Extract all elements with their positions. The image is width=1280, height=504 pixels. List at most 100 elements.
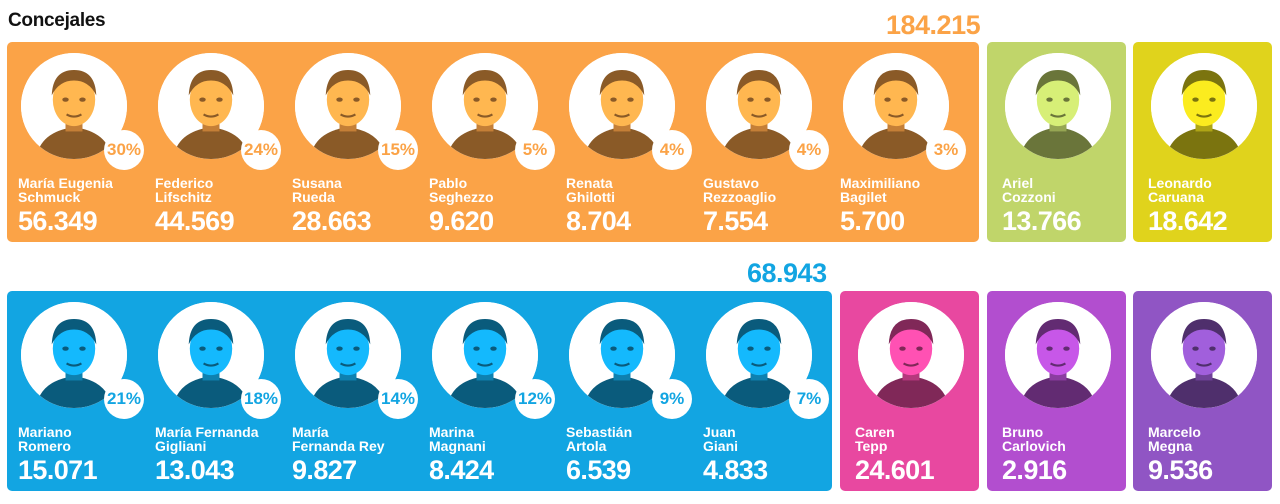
candidate-card-ghilotti: 4% Renata Ghilotti 8.704 bbox=[556, 42, 692, 242]
candidate-photo bbox=[432, 53, 538, 159]
candidate-name: Bruno Carlovich bbox=[1002, 425, 1132, 453]
vote-count: 5.700 bbox=[840, 206, 905, 236]
candidate-card-magnani: 12% Marina Magnani 8.424 bbox=[419, 291, 555, 491]
candidate-card-carlovich: Bruno Carlovich 2.916 bbox=[992, 291, 1122, 491]
candidate-name: Marcelo Megna bbox=[1148, 425, 1278, 453]
blue-group-panel bbox=[7, 291, 832, 491]
blue-group-total: 68.943 bbox=[747, 258, 827, 288]
candidate-name: Mariano Romero bbox=[18, 425, 148, 453]
orange-group-total: 184.215 bbox=[886, 10, 981, 40]
name-line-1: Maximiliano bbox=[840, 175, 921, 191]
vote-count: 18.642 bbox=[1148, 206, 1228, 236]
vote-count: 15.071 bbox=[18, 455, 98, 485]
name-line-1: María bbox=[292, 424, 329, 440]
candidate-name: Ariel Cozzoni bbox=[1002, 176, 1132, 204]
vote-count: 56.349 bbox=[18, 206, 98, 236]
name-line-2: Giani bbox=[703, 438, 739, 454]
vote-count: 28.663 bbox=[292, 206, 372, 236]
percentage-badge: 15% bbox=[378, 130, 418, 170]
candidate-photo bbox=[706, 302, 812, 408]
name-line-1: Juan bbox=[703, 424, 736, 440]
candidate-name: Maximiliano Bagilet bbox=[840, 176, 970, 204]
name-line-1: Marcelo bbox=[1148, 424, 1201, 440]
candidate-name: Sebastián Artola bbox=[566, 425, 696, 453]
candidate-name: María Fernanda Gigliani bbox=[155, 425, 285, 453]
candidate-photo bbox=[21, 302, 127, 408]
name-line-1: Sebastián bbox=[566, 424, 633, 440]
candidate-photo bbox=[1151, 302, 1257, 408]
candidate-card-bagilet: 3% Maximiliano Bagilet 5.700 bbox=[830, 42, 966, 242]
name-line-1: Federico bbox=[155, 175, 214, 191]
percentage-badge: 21% bbox=[104, 379, 144, 419]
candidate-card-romero: 21% Mariano Romero 15.071 bbox=[8, 291, 144, 491]
name-line-2: Seghezzo bbox=[429, 189, 494, 205]
candidate-photo bbox=[569, 302, 675, 408]
candidate-name: Marina Magnani bbox=[429, 425, 559, 453]
vote-count: 9.620 bbox=[429, 206, 494, 236]
percentage-badge: 14% bbox=[378, 379, 418, 419]
candidate-photo bbox=[1005, 302, 1111, 408]
candidate-name: Gustavo Rezzoaglio bbox=[703, 176, 833, 204]
vote-count: 13.766 bbox=[1002, 206, 1082, 236]
candidate-photo bbox=[706, 53, 812, 159]
name-line-2: Ghilotti bbox=[566, 189, 615, 205]
candidate-card-megna: Marcelo Megna 9.536 bbox=[1138, 291, 1268, 491]
candidate-name: Juan Giani bbox=[703, 425, 833, 453]
vote-count: 7.554 bbox=[703, 206, 768, 236]
name-line-1: Renata bbox=[566, 175, 613, 191]
vote-count: 9.827 bbox=[292, 455, 357, 485]
name-line-2: Gigliani bbox=[155, 438, 207, 454]
name-line-1: Caren bbox=[855, 424, 895, 440]
name-line-1: Ariel bbox=[1002, 175, 1034, 191]
candidate-photo bbox=[295, 53, 401, 159]
name-line-2: Lifschitz bbox=[155, 189, 212, 205]
name-line-2: Schmuck bbox=[18, 189, 81, 205]
vote-count: 8.704 bbox=[566, 206, 631, 236]
candidate-card-gigliani: 18% María Fernanda Gigliani 13.043 bbox=[145, 291, 281, 491]
name-line-1: Pablo bbox=[429, 175, 468, 191]
candidate-card-giani: 7% Juan Giani 4.833 bbox=[693, 291, 829, 491]
percentage-badge: 7% bbox=[789, 379, 829, 419]
candidate-card-cozzoni: Ariel Cozzoni 13.766 bbox=[992, 42, 1122, 242]
percentage-badge: 12% bbox=[515, 379, 555, 419]
candidate-photo bbox=[158, 53, 264, 159]
name-line-2: Romero bbox=[18, 438, 71, 454]
vote-count: 24.601 bbox=[855, 455, 935, 485]
candidate-name: Leonardo Caruana bbox=[1148, 176, 1278, 204]
vote-count: 9.536 bbox=[1148, 455, 1213, 485]
candidate-name: Federico Lifschitz bbox=[155, 176, 285, 204]
name-line-1: Mariano bbox=[18, 424, 72, 440]
percentage-badge: 4% bbox=[652, 130, 692, 170]
percentage-badge: 9% bbox=[652, 379, 692, 419]
percentage-badge: 24% bbox=[241, 130, 281, 170]
percentage-badge: 18% bbox=[241, 379, 281, 419]
candidate-card-schmuck: 30% María Eugenia Schmuck 56.349 bbox=[8, 42, 144, 242]
percentage-badge: 30% bbox=[104, 130, 144, 170]
name-line-1: Susana bbox=[292, 175, 342, 191]
candidate-photo bbox=[21, 53, 127, 159]
candidate-photo bbox=[1005, 53, 1111, 159]
candidate-photo bbox=[158, 302, 264, 408]
percentage-badge: 4% bbox=[789, 130, 829, 170]
candidate-card-artola: 9% Sebastián Artola 6.539 bbox=[556, 291, 692, 491]
vote-count: 8.424 bbox=[429, 455, 494, 485]
candidate-photo bbox=[843, 53, 949, 159]
name-line-2: Caruana bbox=[1148, 189, 1205, 205]
name-line-2: Magnani bbox=[429, 438, 486, 454]
name-line-2: Bagilet bbox=[840, 189, 887, 205]
candidate-card-lifschitz: 24% Federico Lifschitz 44.569 bbox=[145, 42, 281, 242]
candidate-name: Caren Tepp bbox=[855, 425, 985, 453]
candidate-card-fernanda-rey: 14% María Fernanda Rey 9.827 bbox=[282, 291, 418, 491]
candidate-card-rueda: 15% Susana Rueda 28.663 bbox=[282, 42, 418, 242]
name-line-1: Leonardo bbox=[1148, 175, 1212, 191]
vote-count: 4.833 bbox=[703, 455, 768, 485]
name-line-1: Gustavo bbox=[703, 175, 760, 191]
vote-count: 6.539 bbox=[566, 455, 631, 485]
name-line-2: Cozzoni bbox=[1002, 189, 1056, 205]
percentage-badge: 3% bbox=[926, 130, 966, 170]
candidate-card-rezzoaglio: 4% Gustavo Rezzoaglio 7.554 bbox=[693, 42, 829, 242]
name-line-2: Rezzoaglio bbox=[703, 189, 777, 205]
name-line-2: Artola bbox=[566, 438, 607, 454]
name-line-1: Marina bbox=[429, 424, 475, 440]
vote-count: 2.916 bbox=[1002, 455, 1067, 485]
